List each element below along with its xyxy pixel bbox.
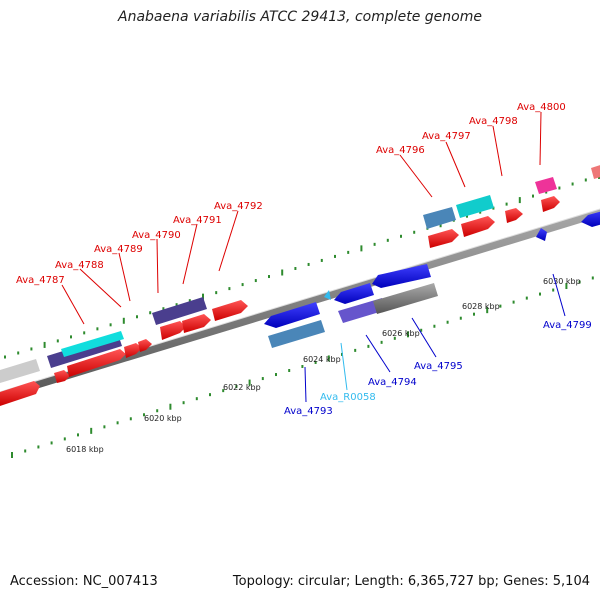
- gene-feature: [61, 331, 124, 357]
- scale-label: 6022 kbp: [223, 383, 261, 392]
- gene-feature: [160, 321, 186, 340]
- topology-summary: Topology: circular; Length: 6,365,727 bp…: [232, 574, 590, 589]
- gene-feature: [138, 339, 152, 352]
- upper-genes: [0, 177, 557, 383]
- gene-feature: [67, 349, 126, 377]
- gene-feature: [124, 343, 142, 358]
- scale-label: 6030 kbp: [543, 277, 581, 286]
- gene-feature: [505, 208, 523, 223]
- genome-title: Anabaena variabilis ATCC 29413, complete…: [118, 9, 482, 25]
- gene-label: Ava_4798: [469, 116, 518, 127]
- gene-label: Ava_4796: [376, 145, 425, 156]
- gene-feature: [0, 359, 40, 383]
- gene-feature: [182, 314, 211, 333]
- gene-feature: [541, 196, 560, 212]
- gene-label: Ava_4787: [16, 275, 65, 286]
- rna-feature: [324, 290, 331, 300]
- gene-label: Ava_4790: [132, 230, 181, 241]
- scale-label: 6020 kbp: [144, 414, 182, 423]
- gene-feature: [54, 370, 70, 383]
- gene-label: Ava_4797: [422, 131, 471, 142]
- gene-feature: [212, 300, 248, 321]
- gene-label: Ava_4789: [94, 244, 143, 255]
- scale-label: 6026 kbp: [382, 329, 420, 338]
- scale-label: 6018 kbp: [66, 445, 104, 454]
- gene-feature: [152, 297, 207, 325]
- gene-feature: [456, 195, 494, 218]
- gene-feature: [334, 283, 374, 304]
- gene-label: Ava_4794: [368, 377, 417, 388]
- gene-feature: [428, 229, 459, 248]
- gene-feature: [461, 216, 495, 237]
- gene-labels: Ava_4787 Ava_4788 Ava_4789 Ava_4790 Ava_…: [16, 102, 592, 417]
- gene-feature: [268, 320, 325, 348]
- genome-backbone: [0, 208, 600, 400]
- reverse-genes: [264, 211, 600, 348]
- gene-feature: [536, 228, 547, 241]
- gene-label: Ava_4791: [173, 215, 222, 226]
- gene-feature: [423, 207, 456, 229]
- label-leaders: [61, 111, 566, 403]
- gene-label: Ava_4788: [55, 260, 104, 271]
- gene-feature: [535, 177, 557, 194]
- gene-feature: [264, 302, 320, 328]
- gene-feature: [373, 283, 438, 314]
- scale-label: 6024 kbp: [303, 355, 341, 364]
- forward-genes: [0, 165, 600, 406]
- gene-feature: [0, 381, 40, 406]
- gene-feature: [591, 165, 600, 179]
- scale-label: 6028 kbp: [462, 302, 500, 311]
- accession-text: Accession: NC_007413: [10, 574, 158, 589]
- gene-label: Ava_4799: [543, 320, 592, 331]
- gene-label: Ava_4795: [414, 361, 463, 372]
- gene-label: Ava_4800: [517, 102, 566, 113]
- scale-labels: 6018 kbp 6020 kbp 6022 kbp 6024 kbp 6026…: [66, 277, 581, 454]
- gene-label: Ava_4793: [284, 406, 333, 417]
- gene-feature: [372, 264, 431, 288]
- gene-label: Ava_4792: [214, 201, 263, 212]
- gene-feature: [581, 211, 600, 227]
- kbp-ticks: [4, 172, 600, 458]
- gene-label: Ava_R0058: [320, 392, 376, 403]
